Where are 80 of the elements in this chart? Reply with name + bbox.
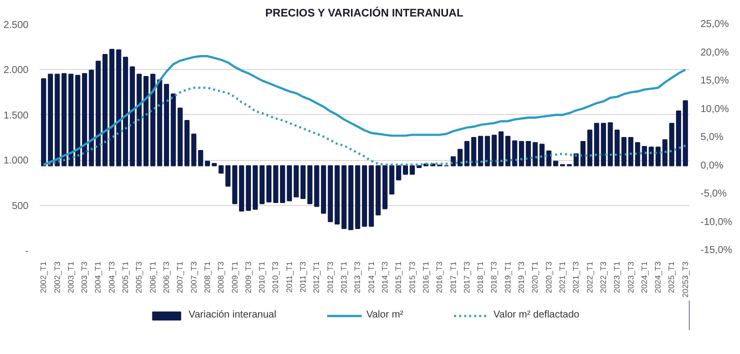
x-tick-label: 2010_T3 bbox=[271, 260, 280, 294]
x-tick-label: 2009_T1 bbox=[230, 260, 240, 294]
bar bbox=[600, 122, 606, 166]
x-tick-label: 2018_T3 bbox=[490, 260, 499, 294]
y-tick-label: 500 bbox=[12, 200, 29, 212]
y2-tick-label: -5,0% bbox=[700, 188, 727, 200]
x-tick-label: 2019_T3 bbox=[517, 260, 526, 294]
x-tick-label: 2004_T1 bbox=[94, 260, 103, 294]
legend-label: Valor m² deflactado bbox=[493, 310, 580, 320]
x-tick-label: 2018_T1 bbox=[476, 260, 486, 294]
bar bbox=[362, 165, 368, 227]
x-tick-label: 2013_T3 bbox=[353, 260, 362, 294]
x-tick-label: 2021_T1 bbox=[558, 260, 568, 294]
bar bbox=[580, 140, 586, 166]
x-tick-label: 2024_T1 bbox=[640, 260, 649, 294]
x-tick-label: 2020_T3 bbox=[544, 260, 554, 294]
x-tick-label: 2020_T1 bbox=[530, 260, 540, 294]
x-tick-label: 2003_T3 bbox=[80, 260, 90, 294]
x-tick-label: 2012_T3 bbox=[326, 260, 335, 294]
x-tick-label: 2015_T3 bbox=[408, 260, 417, 294]
x-tick-label: 2009_T3 bbox=[244, 260, 253, 294]
x-tick-label: 2015_T1 bbox=[394, 260, 404, 294]
y2-tick-label: 20,0% bbox=[700, 47, 729, 58]
x-tick-label: 2003_T1 bbox=[66, 260, 76, 294]
x-tick-label: 2019_T1 bbox=[503, 260, 512, 294]
x-tick-label: 2006_T1 bbox=[148, 260, 158, 294]
y2-tick-label: 0,0% bbox=[700, 160, 724, 172]
x-tick-label: 2024_T3 bbox=[654, 260, 663, 294]
y-tick-label: 1.000 bbox=[3, 156, 29, 167]
bar bbox=[382, 165, 388, 210]
x-tick-label: 2007_T1 bbox=[176, 260, 185, 294]
bar bbox=[164, 84, 170, 166]
x-tick-label: 2017_T1 bbox=[448, 260, 458, 294]
x-tick-label: 2023_T3 bbox=[626, 260, 636, 294]
x-tick-label: 2007_T3 bbox=[189, 260, 198, 294]
bar bbox=[184, 120, 190, 166]
y2-tick-label: -15,0% bbox=[700, 245, 732, 256]
x-tick-label: 2008_T1 bbox=[202, 260, 212, 294]
x-tick-label: 2022_T3 bbox=[598, 260, 608, 294]
bar bbox=[41, 78, 46, 166]
y-tick-label: 1.500 bbox=[3, 110, 29, 122]
x-tick-label: 2021_T3 bbox=[572, 260, 581, 294]
x-tick-label: 2025_T1 bbox=[667, 260, 676, 294]
x-tick-label: 2017_T3 bbox=[462, 260, 472, 294]
x-tick-label: 2023_T1 bbox=[612, 260, 622, 294]
y2-tick-label: 15,0% bbox=[700, 76, 729, 86]
x-tick-label: 2012_T1 bbox=[312, 260, 322, 294]
y2-tick-label: 10,0% bbox=[700, 104, 729, 115]
x-tick-label: 2022_T1 bbox=[585, 260, 594, 294]
x-tick-label: 2005_T3 bbox=[134, 260, 144, 294]
bar bbox=[341, 165, 347, 229]
y2-tick-label: 5,0% bbox=[700, 132, 724, 143]
y-tick-label: 2.500 bbox=[3, 20, 29, 31]
bar bbox=[143, 76, 149, 166]
legend-label: Variación interanual bbox=[188, 310, 276, 320]
x-tick-label: 2002_T3 bbox=[52, 260, 62, 294]
x-tick-label: 2005_T1 bbox=[121, 260, 130, 294]
x-tick-label: 2014_T1 bbox=[366, 260, 376, 294]
x-tick-label: 2016_T3 bbox=[435, 260, 444, 294]
x-tick-label: 2004_T3 bbox=[107, 260, 116, 294]
x-tick-label: 2014_T3 bbox=[380, 260, 390, 294]
bar bbox=[539, 144, 545, 166]
y2-tick-label: -10,0% bbox=[700, 216, 732, 228]
x-tick-label: 2010_T1 bbox=[258, 260, 267, 294]
x-tick-label: 20253_T3 bbox=[680, 260, 690, 298]
y-tick-label: - bbox=[25, 246, 29, 257]
legend-label: Valor m² bbox=[366, 310, 404, 320]
x-tick-label: 2016_T1 bbox=[421, 260, 430, 294]
x-tick-label: 2002_T1 bbox=[39, 260, 48, 294]
x-tick-label: 2013_T1 bbox=[340, 260, 349, 294]
y-tick-label: 2.000 bbox=[3, 65, 29, 76]
x-tick-label: 2011_T3 bbox=[298, 260, 308, 292]
line-series bbox=[42, 55, 687, 166]
chart-title: PRECIOS Y VARIACIÓN INTERANUAL bbox=[265, 6, 464, 20]
line-series bbox=[42, 86, 687, 166]
x-tick-label: 2008_T3 bbox=[216, 260, 226, 294]
x-tick-label: 2011_T1 bbox=[284, 260, 294, 292]
y2-tick-label: 25,0% bbox=[700, 19, 729, 30]
x-tick-label: 2006_T3 bbox=[162, 260, 171, 294]
bar bbox=[682, 100, 688, 166]
